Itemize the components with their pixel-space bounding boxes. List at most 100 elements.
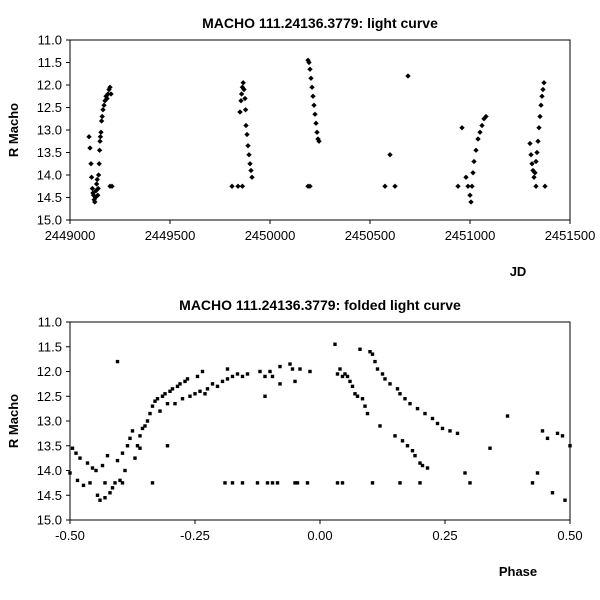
data-point [97,138,103,144]
data-point [245,372,250,376]
data-point [383,377,387,381]
data-point [100,107,106,113]
x-tick-label: 0.50 [557,528,582,543]
data-point [95,493,100,497]
data-point [170,387,175,391]
data-point [563,498,567,502]
data-point [229,183,235,189]
data-point [555,431,560,436]
data-point [380,372,385,376]
data-point [537,113,543,120]
data-point [470,170,476,176]
x-tick-label: 2450000 [245,228,296,243]
data-point [392,183,398,189]
data-point [109,183,115,189]
data-point [185,377,190,381]
data-point [413,453,417,458]
chart-title: MACHO 111.24136.3779: light curve [202,15,438,31]
y-tick-label: 11.0 [38,315,62,330]
y-axis-label: R Macho [6,103,21,157]
plot-frame [69,39,571,221]
x-axis-label: Phase [499,564,537,579]
data-point [145,419,150,423]
data-point [193,392,197,396]
data-point [98,118,105,124]
data-point [150,481,155,485]
data-point [463,174,469,180]
data-point [120,451,125,455]
data-point [295,481,300,485]
data-point [238,91,245,97]
data-point [340,481,345,485]
data-point [270,374,275,379]
data-point [479,122,485,129]
data-point [405,444,410,448]
data-point [99,113,105,120]
data-point [455,431,460,436]
y-tick-label: 13.5 [37,438,62,453]
data-point [540,429,545,433]
data-point [235,183,241,189]
data-point [288,362,292,366]
data-point [538,102,544,108]
data-point [90,466,95,470]
data-point [473,147,479,153]
data-point [270,481,275,485]
data-point [97,134,104,140]
data-point [408,401,412,406]
data-point [244,131,250,138]
data-point [350,384,355,389]
data-point [230,481,235,485]
x-tick-label: 2451500 [545,228,596,243]
data-point [94,176,100,183]
data-point [469,183,475,189]
data-point [175,384,180,389]
data-point [477,129,483,135]
data-point [225,367,230,371]
data-point [98,498,102,502]
data-point [88,161,94,167]
data-point [423,411,427,416]
data-point [540,86,546,93]
y-tick-label: 11.5 [38,339,62,354]
data-point [158,409,162,413]
data-point [155,397,160,401]
y-tick-label: 15.0 [37,213,62,228]
data-point [195,374,200,379]
data-point [240,481,245,485]
data-point [387,152,393,158]
data-point [248,167,254,174]
data-point [403,397,407,401]
data-point [418,461,422,465]
data-point [246,152,252,158]
data-point [420,463,425,468]
data-point [210,382,215,386]
data-point [400,439,405,443]
data-point [290,367,295,371]
data-point [168,389,172,393]
data-point [110,486,115,490]
chart-title: MACHO 111.24136.3779: folded light curve [179,297,461,313]
data-point [258,369,262,374]
data-point [316,138,322,144]
data-point [108,91,114,97]
data-point [153,399,157,403]
y-tick-label: 12.0 [37,364,62,379]
data-point [278,364,282,369]
data-point [405,73,411,79]
data-point [410,449,415,453]
data-point [465,183,471,189]
data-point [255,481,260,485]
data-point [100,463,105,468]
x-axis-label: JD [510,264,527,279]
data-point [568,444,572,448]
data-point [378,424,382,428]
data-point [415,406,420,411]
data-point [98,129,104,135]
data-point [560,434,565,438]
data-point [160,394,165,398]
data-point [205,387,210,391]
data-point [542,183,548,189]
data-point [313,120,319,126]
data-point [94,468,98,473]
